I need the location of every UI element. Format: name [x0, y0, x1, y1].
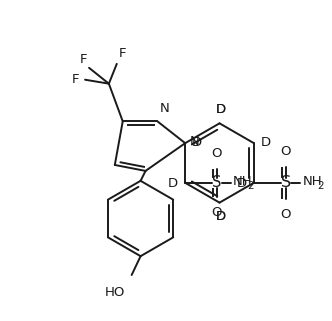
Text: D: D	[215, 210, 225, 222]
Text: D: D	[261, 136, 271, 149]
Text: N: N	[190, 135, 200, 148]
Text: F: F	[79, 53, 87, 66]
Text: O: O	[212, 147, 222, 160]
Text: O: O	[280, 145, 291, 158]
Text: D: D	[215, 103, 225, 117]
Text: NH: NH	[233, 175, 252, 188]
Text: O: O	[212, 206, 222, 219]
Text: D: D	[215, 103, 225, 117]
Text: 2: 2	[317, 181, 324, 191]
Text: S: S	[212, 175, 221, 190]
Text: NH: NH	[302, 175, 322, 188]
Text: D: D	[168, 177, 178, 190]
Text: O: O	[280, 208, 291, 221]
Text: N: N	[159, 102, 169, 115]
Text: HO: HO	[105, 286, 125, 299]
Text: F: F	[119, 48, 126, 60]
Text: S: S	[281, 175, 290, 190]
Text: 2: 2	[248, 181, 254, 191]
Text: F: F	[71, 73, 79, 86]
Text: D: D	[237, 177, 247, 190]
Text: D: D	[215, 210, 225, 222]
Text: D: D	[192, 136, 202, 149]
